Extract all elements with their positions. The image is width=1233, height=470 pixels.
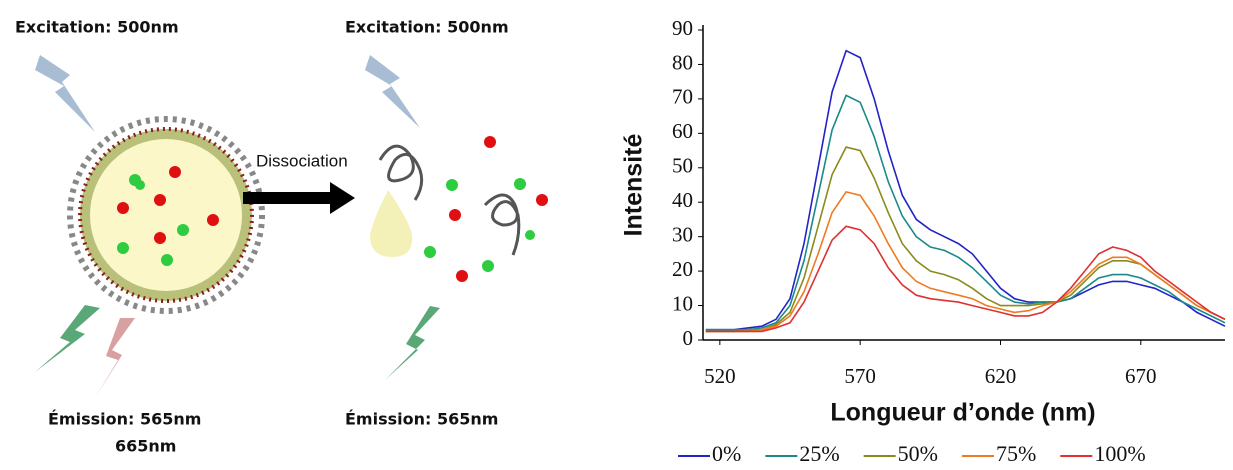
y-tick-label: 30 [672, 222, 693, 246]
y-tick-label: 80 [672, 50, 693, 74]
legend-label: 0% [712, 441, 741, 466]
polymer-shell [67, 116, 265, 314]
polymers [378, 144, 521, 256]
y-axis-label: Intensité [620, 134, 648, 237]
y-tick-label: 50 [672, 154, 693, 178]
line-series [705, 225, 1226, 333]
x-axis-label: Longueur d’onde (nm) [830, 399, 1095, 427]
x-tick-label: 620 [985, 364, 1017, 388]
legend-label: 25% [799, 441, 839, 466]
bolt [35, 55, 95, 132]
label: 665nm [115, 437, 176, 456]
y-tick-label: 0 [683, 326, 694, 350]
y-tick-label: 90 [672, 16, 693, 40]
label: Excitation: 500nm [15, 18, 179, 37]
x-tick-label: 570 [844, 364, 876, 388]
label: Dissociation [256, 151, 348, 170]
y-tick-label: 10 [672, 291, 693, 315]
label: Excitation: 500nm [345, 18, 509, 37]
dots [117, 136, 548, 282]
y-tick-label: 60 [672, 119, 693, 143]
legend-label: 100% [1094, 441, 1145, 466]
diagram: Excitation: 500nm Excitation: 500nm Diss… [15, 18, 548, 456]
core [90, 139, 242, 291]
bolt [365, 55, 420, 128]
arrow [243, 182, 355, 214]
y-tick-label: 70 [672, 85, 693, 109]
y-tick-label: 20 [672, 257, 693, 281]
bolt [35, 305, 100, 372]
legend-label: 75% [996, 441, 1036, 466]
y-tick-label: 40 [672, 188, 693, 212]
line-series [705, 49, 1226, 331]
bolt [95, 318, 135, 398]
line-series [705, 190, 1226, 333]
bolt [385, 306, 440, 380]
label: Émission: 565nm [48, 410, 201, 429]
legend-label: 50% [898, 441, 938, 466]
droplet [370, 190, 413, 257]
x-tick-label: 520 [704, 364, 736, 388]
x-tick-label: 670 [1125, 364, 1157, 388]
label: Émission: 565nm [345, 410, 498, 429]
line-series [705, 94, 1226, 331]
